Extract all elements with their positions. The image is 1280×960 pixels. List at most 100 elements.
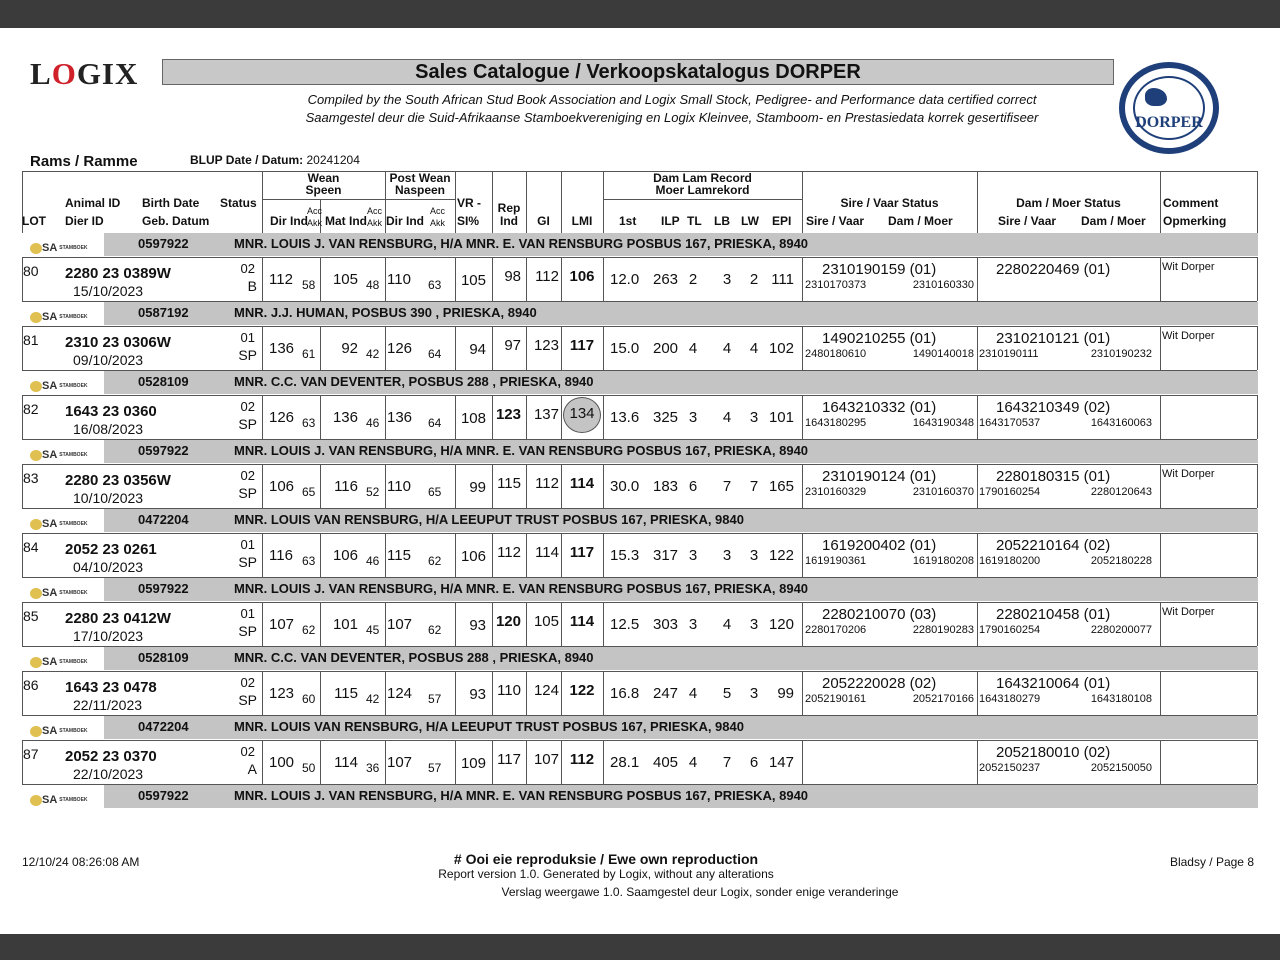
rule bbox=[603, 533, 604, 577]
dam-epi: 111 bbox=[771, 271, 794, 288]
wean-dir-ind: 112 bbox=[269, 271, 293, 288]
pw-dir-ind: 110 bbox=[387, 271, 411, 288]
dam-lw: 6 bbox=[749, 754, 759, 771]
lot-number: 85 bbox=[23, 608, 39, 624]
rule bbox=[802, 464, 803, 508]
dam-lb: 3 bbox=[722, 547, 732, 564]
vr-si: 105 bbox=[460, 272, 486, 289]
breeder-id: 0587192 bbox=[138, 305, 189, 320]
col-header-wean-dir-ind: Dir Ind bbox=[270, 214, 308, 228]
rule bbox=[455, 171, 456, 233]
rule bbox=[1160, 533, 1161, 577]
dam-first: 15.3 bbox=[610, 547, 640, 564]
status: SP bbox=[238, 416, 257, 432]
stud-book-logo: SA STAMBOEK bbox=[30, 449, 96, 463]
sire-dam: 1643190348 bbox=[912, 417, 974, 429]
rule bbox=[492, 602, 493, 646]
breeder-id: 0597922 bbox=[138, 443, 189, 458]
rep-ind: 97 bbox=[504, 337, 521, 354]
rule bbox=[603, 395, 604, 439]
rule bbox=[262, 326, 263, 370]
wean-mat-ind: 105 bbox=[332, 271, 358, 288]
rule bbox=[561, 740, 562, 784]
rule bbox=[385, 326, 386, 370]
rule bbox=[603, 740, 604, 784]
status-code: 02 bbox=[240, 675, 255, 690]
rule bbox=[455, 464, 456, 508]
breeder-band bbox=[104, 785, 1258, 808]
breeder-name: MNR. LOUIS VAN RENSBURG, H/A LEEUPUT TRU… bbox=[234, 512, 744, 527]
vr-si: 93 bbox=[469, 686, 486, 703]
rule bbox=[455, 602, 456, 646]
subtitle-af: Saamgestel deur die Suid-Afrikaanse Stam… bbox=[305, 110, 1039, 125]
breeder-id: 0528109 bbox=[138, 650, 189, 665]
dam-tl: 3 bbox=[688, 409, 698, 426]
wean-dir-acc: 60 bbox=[302, 692, 316, 706]
bottom-bar bbox=[0, 934, 1280, 960]
rule bbox=[1160, 257, 1161, 301]
rule bbox=[22, 646, 1257, 647]
rule bbox=[526, 257, 527, 301]
col-header-lmi: LMI bbox=[571, 214, 593, 228]
rep-ind: 110 bbox=[497, 682, 521, 699]
col-header-sire-dam: Dam / Moer bbox=[888, 214, 953, 228]
wean-mat-acc: 48 bbox=[366, 278, 380, 292]
vr-si: 106 bbox=[460, 548, 486, 565]
lmi: 114 bbox=[569, 475, 595, 492]
birth-date: 10/10/2023 bbox=[73, 490, 144, 506]
wean-dir-acc: 63 bbox=[302, 416, 316, 430]
stud-book-logo: SA STAMBOEK bbox=[30, 656, 96, 670]
rule bbox=[22, 326, 23, 370]
rule bbox=[977, 326, 978, 370]
col-header-ilp: ILP bbox=[661, 214, 680, 228]
wean-dir-acc: 61 bbox=[302, 347, 316, 361]
blup-value: 20241204 bbox=[306, 153, 360, 167]
stud-book-logo: SA STAMBOEK bbox=[30, 725, 96, 739]
rule bbox=[526, 171, 527, 233]
dam-tl: 2 bbox=[688, 271, 698, 288]
rule bbox=[262, 171, 263, 233]
rule bbox=[1257, 395, 1258, 439]
rule bbox=[22, 784, 1257, 785]
rule bbox=[802, 171, 803, 233]
breeder-id: 0472204 bbox=[138, 512, 189, 527]
blup-label: BLUP Date / Datum: bbox=[190, 153, 304, 167]
rule bbox=[320, 671, 321, 715]
rule bbox=[1257, 171, 1258, 233]
rule bbox=[1160, 740, 1161, 784]
lot-number: 80 bbox=[23, 263, 39, 279]
breeder-name: MNR. J.J. HUMAN, POSBUS 390 , PRIESKA, 8… bbox=[234, 305, 537, 320]
pw-dir-ind: 126 bbox=[387, 340, 413, 357]
col-header-tl: TL bbox=[687, 214, 702, 228]
dam-ilp: 303 bbox=[653, 616, 679, 633]
wean-mat-ind: 116 bbox=[334, 478, 358, 495]
rule bbox=[977, 464, 978, 508]
breeder-name: MNR. LOUIS J. VAN RENSBURG, H/A MNR. E. … bbox=[234, 443, 809, 458]
sire: 1619200402 (01) bbox=[822, 537, 937, 554]
rule bbox=[22, 464, 23, 508]
rule bbox=[603, 671, 604, 715]
rule bbox=[22, 533, 1257, 534]
dam-sire: 1643170537 bbox=[979, 417, 1041, 429]
vr-si: 93 bbox=[469, 617, 486, 634]
lmi: 117 bbox=[569, 544, 595, 561]
col-header-acc2: Acc bbox=[367, 206, 383, 216]
lot-number: 82 bbox=[23, 401, 39, 417]
status-code: 01 bbox=[240, 537, 255, 552]
stud-book-logo: SA STAMBOEK bbox=[30, 380, 96, 394]
dam-epi: 120 bbox=[768, 616, 794, 633]
breeder-name: MNR. C.C. VAN DEVENTER, POSBUS 288 , PRI… bbox=[234, 650, 594, 665]
dam-lb: 4 bbox=[722, 340, 732, 357]
rule bbox=[262, 199, 455, 200]
dam: 1643210349 (02) bbox=[996, 399, 1111, 416]
pw-dir-acc: 62 bbox=[428, 623, 442, 637]
gi: 112 bbox=[535, 475, 559, 492]
col-header-acc2-akk: Akk bbox=[367, 218, 383, 228]
rule bbox=[385, 740, 386, 784]
col-header-dam-sire: Sire / Vaar bbox=[998, 214, 1057, 228]
rule bbox=[320, 464, 321, 508]
breeder-band bbox=[104, 716, 1258, 739]
col-header-lw: LW bbox=[741, 214, 759, 228]
col-header-opmerking: Opmerking bbox=[1163, 214, 1227, 228]
vr-si: 109 bbox=[460, 755, 486, 772]
